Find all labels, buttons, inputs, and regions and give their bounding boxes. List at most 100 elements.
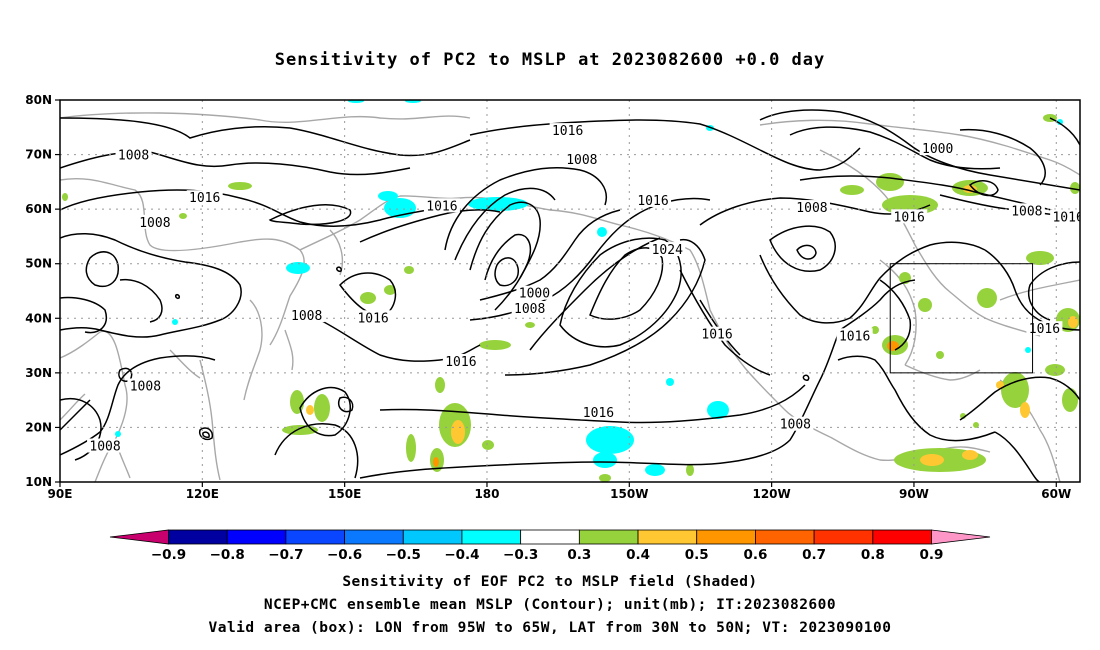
latitude-labels: 10N 20N 30N 40N 50N 60N 70N 80N bbox=[25, 93, 52, 489]
contour-label: 1008 bbox=[130, 380, 161, 395]
contour-label-bg bbox=[649, 242, 686, 257]
mslp-contours bbox=[60, 109, 1080, 482]
contour-label-bg bbox=[777, 416, 814, 431]
colorbar-swatch bbox=[872, 529, 932, 545]
colorbar-label: 0.7 bbox=[802, 547, 826, 563]
contour-label: 1016 bbox=[701, 328, 732, 343]
lat-tick-label: 10N bbox=[25, 475, 52, 489]
contour-label-bg bbox=[288, 308, 325, 323]
contour-label: 1008 bbox=[89, 440, 120, 455]
contour-label-bg bbox=[442, 353, 479, 368]
contour-label: 1008 bbox=[780, 418, 811, 433]
contour-label: 1000 bbox=[519, 287, 550, 302]
lon-tick-label: 150W bbox=[610, 487, 648, 501]
contour-label: 1008 bbox=[139, 216, 170, 231]
longitude-labels: 90E 120E 150E 180 150W 120W 90W 60W bbox=[48, 487, 1072, 501]
colorbar-swatch bbox=[637, 529, 698, 545]
colorbar-label: −0.3 bbox=[503, 547, 538, 563]
contour-label-bg bbox=[516, 285, 553, 300]
colorbar-label: −0.5 bbox=[386, 547, 421, 563]
contour-label-bg bbox=[793, 200, 830, 215]
colorbar-max-arrow bbox=[931, 529, 991, 545]
colorbar-label: 0.8 bbox=[861, 547, 885, 563]
contour-label: 1008 bbox=[514, 302, 545, 317]
contour-label: 1016 bbox=[445, 355, 476, 370]
contour-label-bg bbox=[423, 198, 460, 213]
colorbar-swatch bbox=[168, 529, 228, 545]
colorbar-swatch bbox=[755, 529, 815, 545]
contour-label: 1016 bbox=[1052, 210, 1083, 225]
colorbar-label: −0.4 bbox=[444, 547, 479, 563]
contour-label: 1008 bbox=[796, 201, 827, 216]
contour-label-bg bbox=[136, 214, 173, 229]
contour-label-bg bbox=[919, 141, 956, 156]
caption-valid-area: Valid area (box): LON from 95W to 65W, L… bbox=[208, 620, 892, 636]
lon-tick-label: 90E bbox=[48, 487, 73, 501]
contour-label: 1016 bbox=[894, 210, 925, 225]
lat-tick-label: 60N bbox=[25, 202, 52, 216]
colorbar-label: −0.6 bbox=[327, 547, 362, 563]
contour-label-bg bbox=[891, 209, 928, 224]
lon-tick-label: 120E bbox=[186, 487, 219, 501]
colorbar-swatch bbox=[226, 529, 287, 545]
contour-label-bg bbox=[511, 301, 548, 316]
contour-label-bg bbox=[635, 192, 672, 207]
lon-tick-label: 180 bbox=[474, 487, 499, 501]
plot-frame bbox=[59, 99, 1081, 483]
lat-tick-label: 80N bbox=[25, 93, 52, 107]
colorbar: −0.9 −0.8 −0.7 −0.6 −0.5 −0.4 −0.3 0.3 0.4 0.5 0.6… bbox=[109, 529, 991, 563]
contour-label: 1016 bbox=[637, 194, 668, 209]
contour-label-bg bbox=[699, 326, 736, 341]
contour-label-bg bbox=[115, 147, 152, 162]
caption-shading: Sensitivity of EOF PC2 to MSLP field (Sh… bbox=[342, 574, 758, 590]
gridlines bbox=[60, 100, 1080, 482]
colorbar-swatch bbox=[696, 529, 756, 545]
lon-tick-label: 120W bbox=[752, 487, 790, 501]
contour-label: 1008 bbox=[566, 153, 597, 168]
colorbar-swatch bbox=[813, 529, 874, 545]
contour-label-bg bbox=[127, 378, 164, 393]
colorbar-swatch bbox=[578, 529, 639, 545]
colorbar-label: −0.8 bbox=[210, 547, 245, 563]
contour-label-bg bbox=[87, 438, 124, 453]
colorbar-min-arrow bbox=[109, 529, 169, 545]
colorbar-label: −0.9 bbox=[151, 547, 186, 563]
contour-label: 1016 bbox=[552, 124, 583, 139]
contour-label: 1008 bbox=[118, 149, 149, 164]
contour-label-bg bbox=[563, 152, 600, 167]
contour-label-bg bbox=[580, 405, 617, 420]
lat-tick-label: 50N bbox=[25, 257, 52, 271]
contour-label-bg bbox=[1050, 209, 1080, 224]
contour-label: 1016 bbox=[189, 191, 220, 206]
map-title: Sensitivity of PC2 to MSLP at 2023082600… bbox=[274, 50, 826, 70]
colorbar-swatch bbox=[520, 529, 580, 545]
caption-contour: NCEP+CMC ensemble mean MSLP (Contour); u… bbox=[263, 597, 837, 613]
colorbar-swatch bbox=[285, 529, 345, 545]
colorbar-label: 0.9 bbox=[920, 547, 944, 563]
lat-tick-label: 20N bbox=[25, 420, 52, 434]
colorbar-label: 0.3 bbox=[567, 547, 591, 563]
valid-area-box bbox=[889, 263, 1034, 374]
contour-label: 1016 bbox=[357, 311, 388, 326]
colorbar-swatch bbox=[344, 529, 404, 545]
colorbar-swatch bbox=[461, 529, 522, 545]
colorbar-label: 0.5 bbox=[685, 547, 709, 563]
colorbar-label: 0.6 bbox=[743, 547, 767, 563]
contour-label: 1016 bbox=[583, 406, 614, 421]
lon-tick-label: 150E bbox=[328, 487, 361, 501]
contour-label: 1016 bbox=[1029, 322, 1060, 337]
contour-label-bg bbox=[836, 328, 873, 343]
lat-tick-label: 30N bbox=[25, 366, 52, 380]
contour-label-bg bbox=[355, 310, 392, 325]
contour-label: 1008 bbox=[291, 309, 322, 324]
colorbar-label: −0.7 bbox=[268, 547, 303, 563]
colorbar-swatch bbox=[402, 529, 463, 545]
contour-label: 1000 bbox=[922, 142, 953, 157]
lat-tick-label: 70N bbox=[25, 148, 52, 162]
contour-label-bg bbox=[1026, 321, 1063, 336]
contour-label: 1024 bbox=[652, 243, 683, 258]
contour-label-bg bbox=[186, 190, 223, 205]
contour-label: 1008 bbox=[1011, 204, 1042, 219]
